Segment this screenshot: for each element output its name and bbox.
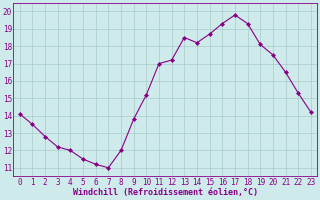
X-axis label: Windchill (Refroidissement éolien,°C): Windchill (Refroidissement éolien,°C) <box>73 188 258 197</box>
